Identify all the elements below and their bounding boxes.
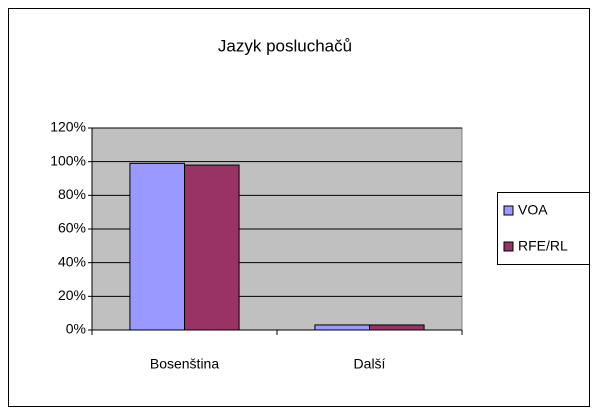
bar [314, 324, 370, 331]
y-tick-label: 20% [58, 287, 86, 303]
y-tick-label: 80% [58, 186, 86, 202]
y-tick-label: 100% [50, 152, 86, 168]
bar [184, 164, 240, 331]
y-tick-label: 60% [58, 220, 86, 236]
bar [129, 162, 186, 331]
legend-label: VOA [518, 202, 548, 218]
legend-box [497, 192, 590, 265]
y-tick-label: 40% [58, 253, 86, 269]
legend-label: RFE/RL [518, 238, 568, 254]
y-tick-label: 0% [66, 321, 86, 337]
bar [369, 324, 425, 331]
x-tick-label: Bosenština [150, 356, 219, 372]
y-tick-label: 120% [50, 119, 86, 135]
legend-swatch [503, 241, 514, 252]
legend-swatch [503, 205, 514, 216]
chart-title: Jazyk posluchačů [218, 36, 352, 55]
x-tick-label: Další [354, 356, 386, 372]
